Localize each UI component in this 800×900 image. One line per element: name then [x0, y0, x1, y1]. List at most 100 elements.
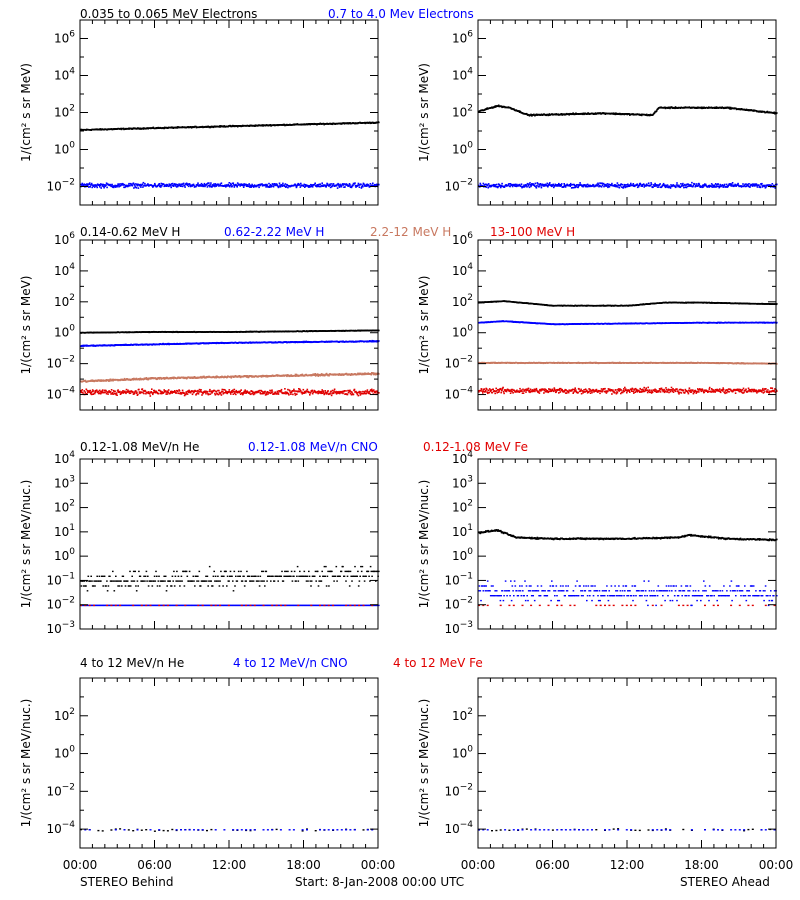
legend-entry: 0.62-2.22 MeV H — [224, 225, 324, 239]
data-point — [674, 107, 676, 110]
data-point — [495, 183, 498, 186]
data-point — [197, 184, 200, 186]
data-point — [233, 184, 235, 186]
data-point — [198, 185, 200, 187]
data-point — [294, 373, 297, 376]
data-point — [378, 121, 380, 124]
data-point — [723, 183, 726, 186]
data-point — [640, 113, 642, 116]
data-point — [123, 379, 125, 381]
data-point — [541, 185, 543, 187]
data-point — [601, 184, 604, 187]
data-point — [694, 185, 697, 188]
data-point — [371, 390, 374, 393]
data-point — [298, 388, 300, 390]
data-point — [508, 183, 510, 185]
data-point — [88, 182, 91, 184]
data-point — [200, 375, 202, 378]
data-point — [273, 392, 276, 395]
data-point — [144, 182, 146, 185]
data-point — [160, 377, 162, 379]
data-point — [255, 390, 257, 393]
data-point — [336, 392, 338, 394]
data-point — [287, 186, 289, 189]
data-point — [91, 390, 93, 393]
data-point — [100, 379, 102, 381]
data-point — [137, 183, 139, 185]
data-point — [286, 392, 288, 395]
data-point — [705, 183, 707, 186]
data-point — [233, 388, 236, 391]
data-point — [213, 184, 216, 187]
data-point — [645, 184, 647, 187]
data-point — [134, 184, 136, 187]
data-point — [555, 113, 558, 115]
data-point — [497, 104, 500, 107]
data-point — [199, 390, 202, 393]
data-point — [259, 184, 261, 187]
data-point — [361, 186, 363, 188]
data-point — [178, 390, 181, 392]
data-point — [373, 390, 376, 393]
data-point — [93, 184, 95, 186]
data-point — [167, 185, 170, 188]
data-point — [246, 184, 249, 186]
data-point — [552, 183, 555, 186]
data-point — [321, 389, 323, 391]
data-point — [564, 186, 567, 188]
data-point — [97, 390, 99, 393]
data-point — [361, 392, 364, 395]
data-point — [118, 185, 120, 188]
data-point — [123, 186, 125, 189]
data-point — [176, 127, 178, 129]
data-point — [717, 183, 719, 185]
data-point — [234, 391, 237, 393]
data-point — [102, 185, 105, 188]
data-point — [229, 391, 232, 394]
data-point — [294, 183, 297, 186]
data-point — [277, 391, 279, 394]
data-point — [101, 389, 104, 391]
data-point — [717, 185, 720, 187]
data-point — [529, 182, 531, 184]
data-point — [687, 183, 690, 186]
data-point — [143, 392, 145, 395]
data-point — [203, 375, 205, 378]
data-point — [364, 392, 366, 394]
data-point — [168, 183, 170, 185]
data-point — [231, 390, 233, 392]
data-point — [317, 392, 319, 395]
data-point — [331, 389, 334, 392]
data-point — [105, 184, 107, 186]
data-point — [174, 184, 176, 186]
data-point — [529, 184, 532, 186]
data-point — [338, 186, 341, 188]
data-point — [650, 182, 652, 184]
data-point — [760, 183, 762, 185]
legend-entry: 4 to 12 MeV Fe — [393, 656, 483, 670]
data-point — [169, 390, 172, 393]
data-point — [582, 112, 585, 115]
data-point — [107, 391, 110, 393]
data-point — [300, 390, 302, 392]
data-point — [325, 373, 327, 376]
data-point — [343, 390, 346, 392]
data-point — [486, 184, 489, 186]
data-point — [169, 392, 171, 394]
data-point — [88, 391, 91, 394]
data-point — [163, 185, 165, 188]
data-point — [241, 392, 243, 394]
data-point — [314, 373, 316, 375]
data-point — [232, 182, 235, 184]
data-point — [536, 184, 538, 187]
data-point — [357, 391, 359, 394]
data-point — [600, 186, 603, 188]
data-point — [284, 185, 286, 188]
data-point — [184, 393, 187, 396]
data-point — [324, 390, 326, 392]
data-point — [187, 391, 190, 393]
data-point — [664, 186, 667, 189]
data-point — [335, 393, 338, 395]
data-point — [280, 388, 283, 391]
data-point — [214, 183, 217, 185]
